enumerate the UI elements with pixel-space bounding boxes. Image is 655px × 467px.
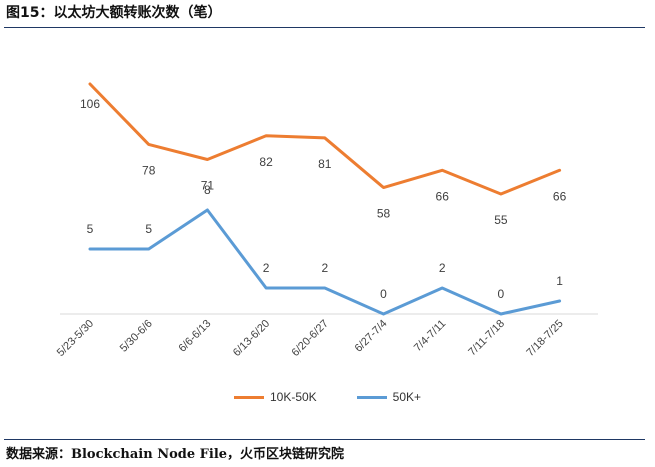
x-tick-label: 6/6-6/13 bbox=[176, 318, 213, 355]
x-tick-label: 7/18-7/25 bbox=[524, 318, 565, 359]
source-note: 数据来源：Blockchain Node File，火币区块链研究院 bbox=[6, 447, 345, 462]
line-chart: 5/23-5/30 5/30-6/6 6/6-6/13 6/13-6/20 6/20-6… bbox=[55, 82, 598, 359]
data-label: 71 bbox=[201, 178, 215, 192]
legend-item-10k-50k: 10K-50K bbox=[233, 390, 317, 404]
data-label: 66 bbox=[436, 189, 450, 203]
data-label: 0 bbox=[380, 287, 387, 301]
x-tick-label: 7/4-7/11 bbox=[412, 318, 448, 354]
bottom-rule bbox=[4, 439, 645, 440]
x-tick-label: 5/23-5/30 bbox=[55, 318, 96, 359]
legend-label-50k-plus: 50K+ bbox=[392, 390, 422, 404]
x-tick-label: 6/27-7/4 bbox=[353, 318, 390, 355]
data-label: 106 bbox=[80, 97, 100, 111]
x-tick-label: 7/11-7/18 bbox=[466, 318, 507, 359]
data-label: 78 bbox=[142, 163, 156, 177]
data-label: 66 bbox=[553, 189, 567, 203]
figure-title: 图15：以太坊大额转账次数（笔） bbox=[6, 5, 222, 21]
data-label: 5 bbox=[145, 222, 152, 236]
data-label: 82 bbox=[259, 155, 273, 169]
x-tick-label: 5/30-6/6 bbox=[118, 318, 155, 355]
data-label: 2 bbox=[439, 261, 446, 275]
data-label: 81 bbox=[318, 157, 332, 171]
data-label: 1 bbox=[556, 274, 563, 288]
x-tick-label: 6/20-6/27 bbox=[290, 318, 331, 359]
data-label: 8 bbox=[204, 183, 211, 197]
legend-swatch-50k-plus bbox=[356, 395, 387, 399]
top-rule bbox=[4, 27, 645, 28]
data-label: 5 bbox=[87, 222, 94, 236]
legend-label-10k-50k: 10K-50K bbox=[269, 390, 317, 404]
data-label: 0 bbox=[498, 287, 505, 301]
legend-item-50k-plus: 50K+ bbox=[356, 390, 422, 404]
chart-legend: 10K-50K 50K+ bbox=[0, 390, 655, 404]
data-label: 2 bbox=[263, 261, 270, 275]
data-label: 55 bbox=[494, 213, 508, 227]
legend-swatch-10k-50k bbox=[233, 395, 264, 399]
series-line-10k-50k bbox=[88, 82, 562, 196]
data-label: 2 bbox=[321, 261, 328, 275]
x-tick-label: 6/13-6/20 bbox=[231, 318, 272, 359]
data-label: 58 bbox=[377, 207, 391, 221]
